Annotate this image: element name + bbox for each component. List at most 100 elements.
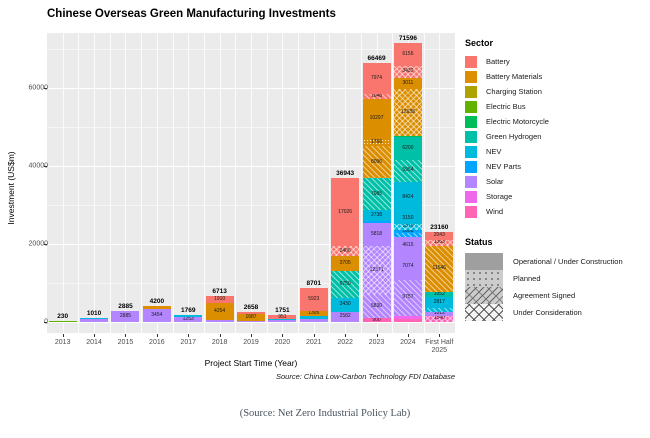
sector-color-swatch — [465, 190, 477, 203]
bar-segment — [268, 319, 297, 322]
x-tick-label: First Half 2025 — [425, 339, 454, 354]
sector-legend-label: Green Hydrogen — [486, 132, 542, 141]
gridline — [141, 33, 143, 333]
gridline — [392, 33, 394, 333]
bar-segment: 1910 — [205, 295, 234, 304]
status-legend-label: Under Consideration — [513, 308, 582, 317]
status-legend-items: Operational / Under Construction Planned A… — [465, 253, 647, 321]
gridline — [282, 33, 284, 333]
bar-segment — [299, 316, 328, 320]
bar-segment: 1687 — [237, 314, 265, 321]
sector-color-swatch — [465, 160, 477, 173]
segment-value-label: 12638 — [400, 109, 415, 116]
segment-value-label: 1305 — [308, 310, 320, 317]
x-tick-mark — [345, 334, 347, 337]
bar-segment: 7985 — [362, 178, 391, 210]
x-tick-label: 2020 — [274, 339, 291, 346]
bar-segment — [237, 311, 265, 315]
segment-value-label: 2406 — [339, 247, 351, 254]
bar-segment: 3432 — [393, 65, 422, 79]
chart-source-caption: Source: China Low-Carbon Technology FDI … — [276, 372, 455, 381]
x-tick-label: 2013 — [54, 339, 71, 346]
bar-segment — [48, 321, 77, 322]
bar-segment: 5923 — [299, 288, 328, 312]
gridline — [172, 33, 174, 333]
gridline — [219, 33, 221, 333]
segment-value-label: 4615 — [402, 241, 414, 248]
segment-value-label: 3011 — [402, 80, 414, 87]
bar-total-label: 230 — [57, 313, 69, 321]
segment-value-label: 12371 — [369, 267, 384, 274]
segment-value-label: 1766 — [370, 139, 383, 146]
bar-segment: 2817 — [425, 296, 454, 309]
bar-total-label: 71596 — [398, 34, 417, 42]
status-legend-item: Under Consideration — [465, 304, 647, 321]
segment-value-label: 900 — [372, 316, 381, 323]
bar-segment — [362, 220, 391, 224]
bar-segment: 10297 — [362, 98, 391, 140]
status-legend-title: Status — [465, 237, 493, 247]
gridline — [251, 33, 252, 333]
sector-color-swatch — [465, 145, 477, 158]
segment-value-label: 6750 — [339, 280, 351, 287]
bar-segment: 8096 — [362, 146, 391, 179]
sector-legend-label: Electric Motorcycle — [486, 117, 549, 126]
x-tick-mark — [94, 334, 96, 337]
segment-value-label: 5818 — [370, 231, 383, 238]
bar-segment: 9757 — [393, 279, 422, 316]
segment-value-label: 5954 — [402, 167, 414, 174]
segment-value-label: 7074 — [402, 263, 414, 270]
bar-segment: 1052 — [425, 292, 454, 297]
y-tick-label: 60000 — [28, 84, 48, 92]
gridline — [109, 33, 111, 333]
segment-value-label: 5923 — [308, 296, 320, 303]
bar-segment: 5830 — [362, 295, 391, 319]
segment-value-label: 951 — [278, 313, 287, 320]
bar-segment: 4615 — [393, 236, 422, 254]
segment-value-label: 1540 — [433, 315, 445, 322]
bar-segment: 1766 — [362, 139, 391, 147]
sector-legend-item: Green Hydrogen — [465, 129, 647, 144]
bar-segment: 951 — [268, 313, 297, 320]
x-tick-mark — [156, 334, 158, 337]
x-tick-label: 2019 — [243, 339, 259, 346]
bar-segment: 3430 — [331, 297, 360, 312]
sector-color-swatch — [465, 130, 477, 143]
stacked-bar-2014 — [80, 318, 109, 322]
sector-legend-items: Battery Battery Materials Charging Station… — [465, 54, 647, 219]
bar-segment: 900 — [362, 316, 391, 323]
bar-segment — [393, 233, 422, 237]
gridline — [360, 33, 362, 333]
x-tick-label: 2017 — [180, 339, 196, 346]
bar-segment — [393, 135, 422, 138]
status-pattern-swatch — [465, 287, 503, 304]
sector-color-swatch — [465, 115, 477, 128]
gridline — [62, 33, 64, 333]
y-axis-title: Investment (US$m) — [6, 151, 16, 225]
status-legend-item: Planned — [465, 270, 647, 287]
segment-value-label: 2738 — [370, 211, 383, 218]
gridline — [203, 33, 205, 333]
sector-legend-label: Solar — [486, 177, 504, 186]
segment-value-label: 2582 — [339, 313, 351, 320]
bar-segment: 1048 — [362, 93, 391, 99]
segment-value-label: 3150 — [402, 215, 414, 222]
y-tick-label: 20000 — [28, 240, 48, 248]
sector-legend-item: Storage — [465, 189, 647, 204]
bar-total-label: 2658 — [243, 303, 259, 311]
sector-legend-label: Electric Bus — [486, 102, 526, 111]
bar-total-label: 1010 — [86, 310, 102, 318]
bar-total-label: 6713 — [212, 287, 227, 295]
sector-legend-item: Solar — [465, 174, 647, 189]
x-tick-mark — [251, 334, 252, 337]
bar-segment: 1305 — [299, 310, 328, 317]
x-tick-label: 2022 — [337, 339, 353, 346]
bar-segment — [425, 308, 454, 312]
bar-segment: 6750 — [331, 270, 360, 298]
bar-segment: 5818 — [362, 223, 391, 247]
outer-source-caption: (Source: Net Zero Industrial Policy Lab) — [239, 408, 411, 419]
status-legend-label: Agreement Signed — [513, 291, 576, 300]
bar-segment: 12371 — [362, 246, 391, 296]
sector-legend-item: Wind — [465, 204, 647, 219]
